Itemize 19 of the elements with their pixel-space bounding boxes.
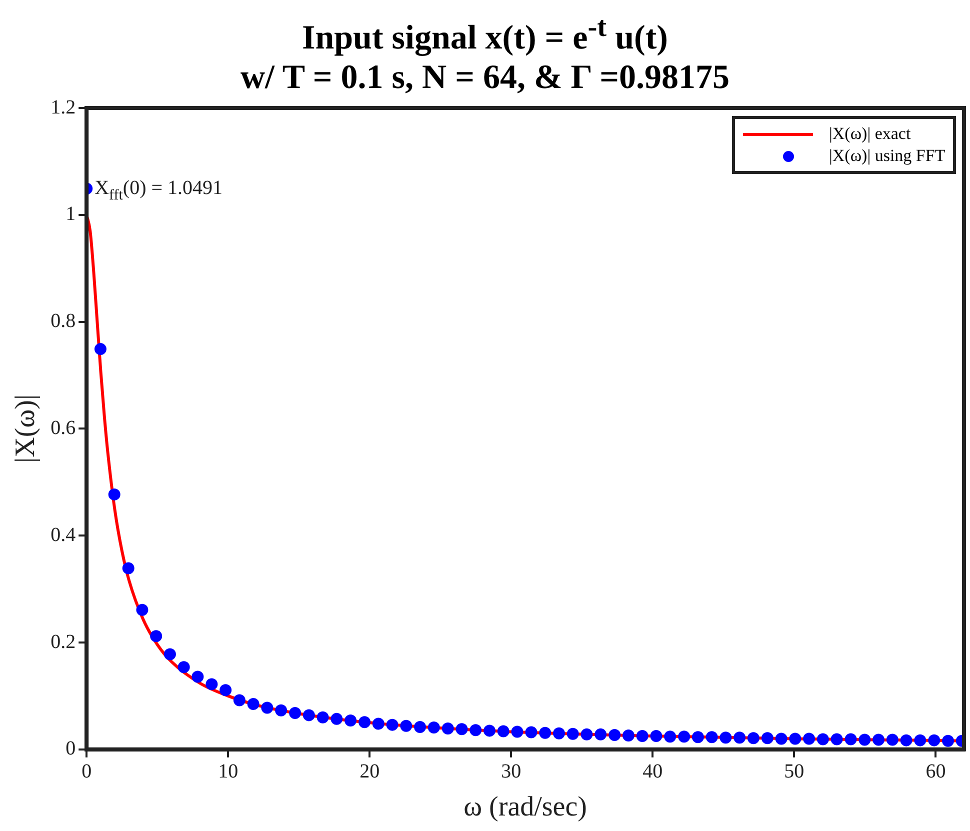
x-tick-label: 0 xyxy=(82,760,92,783)
x-tick-label: 30 xyxy=(501,760,522,783)
x-tick-label: 20 xyxy=(360,760,380,783)
x-axis-title: ω (rad/sec) xyxy=(464,792,587,823)
x-tick-label: 60 xyxy=(926,760,946,783)
y-tick-label: 0 xyxy=(66,738,76,760)
chart-title: Input signal x(t) = e$^{-t}$ u(t) w/ T = 0.1 s, N = 64, & Γ =0.98175 xyxy=(240,12,730,96)
y-axis-title: |X(ω)| xyxy=(10,394,42,463)
x-tick-label: 40 xyxy=(642,760,663,783)
x-tick-label: 10 xyxy=(218,760,238,783)
y-tick-label: 1 xyxy=(66,203,76,226)
x-tick-label: 50 xyxy=(784,760,804,783)
y-tick-label: 0.4 xyxy=(50,524,76,546)
legend-label: |X(ω)| exact xyxy=(829,123,911,145)
y-tick-label: 1.2 xyxy=(50,96,76,118)
y-tick-label: 0.8 xyxy=(50,310,76,332)
y-tick-label: 0.2 xyxy=(50,630,76,653)
legend-label: |X(ω)| using FFT xyxy=(829,145,946,167)
y-tick-label: 0.6 xyxy=(50,416,76,439)
